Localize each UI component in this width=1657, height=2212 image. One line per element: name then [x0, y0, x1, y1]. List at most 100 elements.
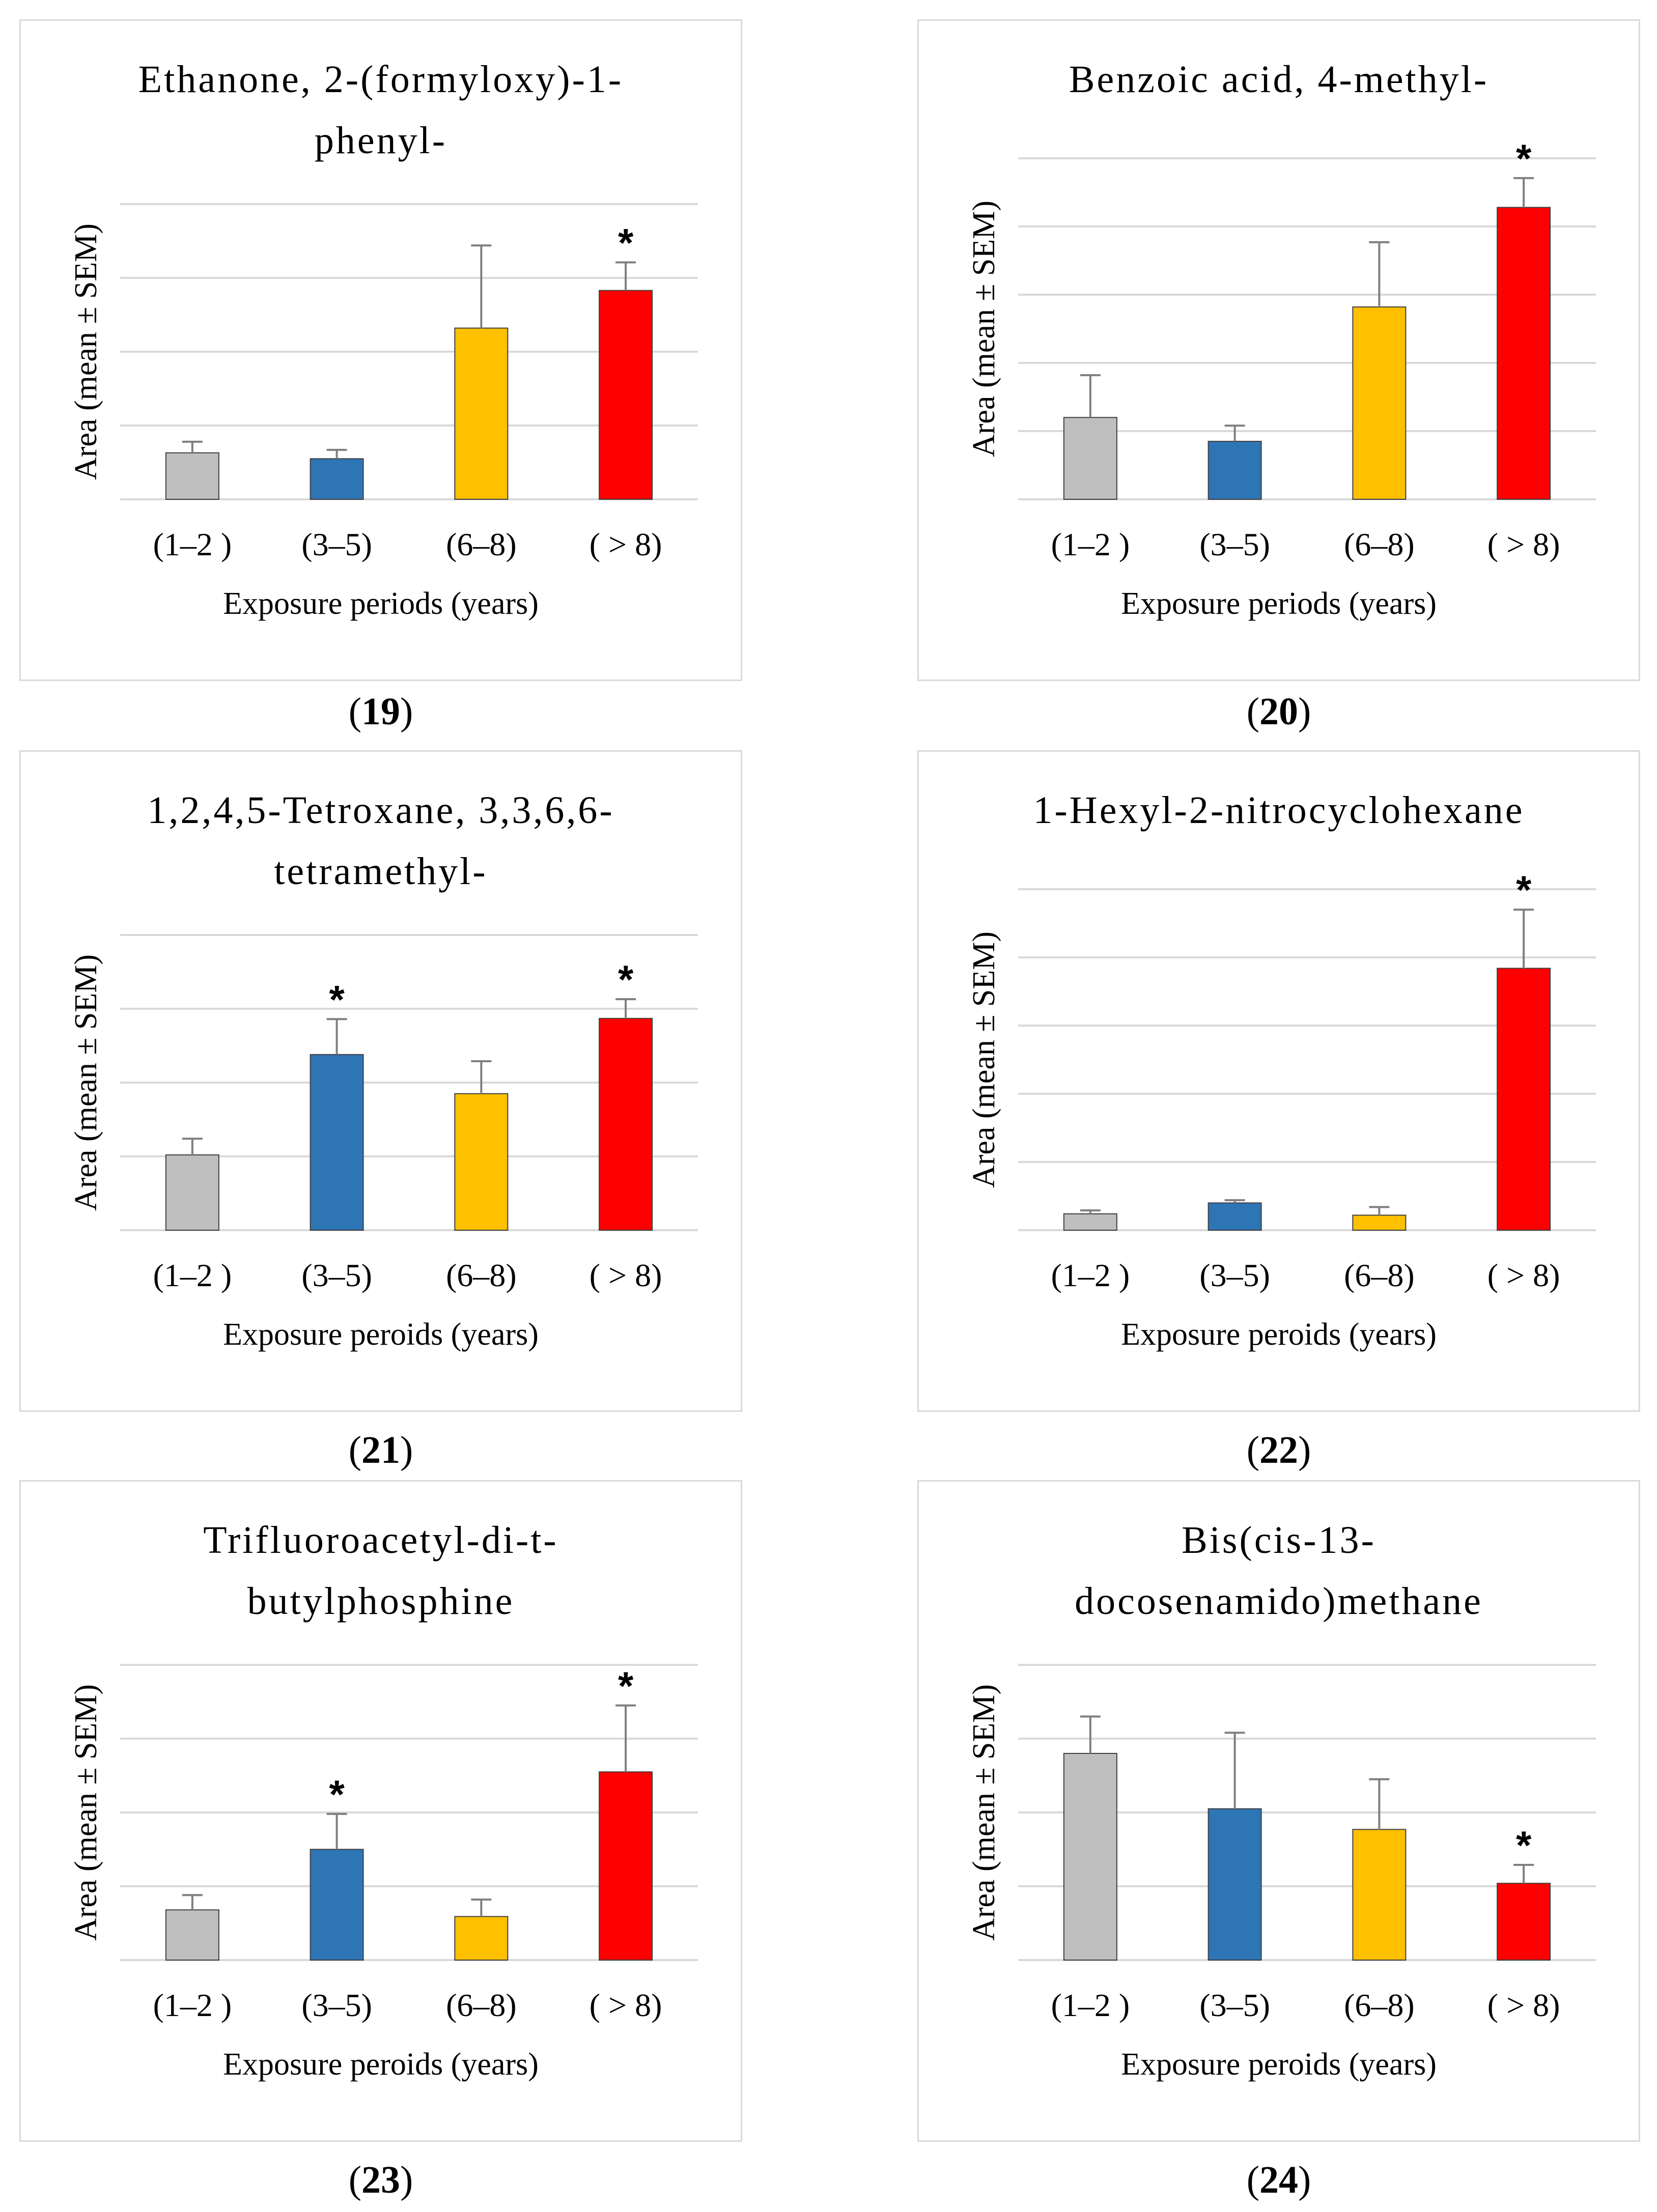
chart-title-line: Trifluoroacetyl-di-t-: [203, 1519, 558, 1562]
chart-title-line: Benzoic acid, 4-methyl-: [1069, 58, 1489, 101]
bar-3: [1352, 1829, 1407, 1961]
chart-panel-21: 1,2,4,5-Tetroxane, 3,3,6,6- tetramethyl- A…: [19, 750, 742, 1412]
caption-number: 21: [361, 1429, 400, 1471]
chart-title-line: Ethanone, 2-(formyloxy)-1-: [138, 58, 623, 101]
bar-3: [454, 1093, 509, 1231]
caption-20: (20): [1246, 690, 1311, 733]
caption-number: 20: [1259, 690, 1298, 733]
significance-star-4: *: [1516, 867, 1532, 912]
chart-title-line: 1,2,4,5-Tetroxane, 3,3,6,6-: [147, 789, 614, 832]
bar-2: [1207, 1808, 1262, 1961]
y-axis-label: Area (mean ± SEM): [69, 954, 103, 1211]
x-tick-label-4: ( > 8): [589, 1257, 662, 1293]
x-tick-label-4: ( > 8): [1487, 1257, 1560, 1293]
bar-2: [1207, 441, 1262, 500]
bar-2: [310, 1054, 364, 1231]
chart-svg-19: Ethanone, 2-(formyloxy)-1- phenyl- Area (m…: [69, 58, 698, 621]
significance-star-2: *: [329, 977, 345, 1022]
bar-3: [454, 327, 509, 500]
x-axis-label: Exposure peroids (years): [1121, 1317, 1437, 1352]
y-axis-label: Area (mean ± SEM): [967, 201, 1001, 457]
x-axis-label: Exposure periods (years): [223, 586, 539, 621]
x-tick-label-3: (6–8): [446, 526, 517, 562]
x-tick-label-1: (1–2 ): [1051, 1257, 1130, 1293]
bar-3: [454, 1916, 509, 1961]
significance-star-4: *: [618, 957, 634, 1002]
x-tick-label-2: (3–5): [301, 1987, 372, 2023]
bar-3: [1352, 1214, 1407, 1231]
chart-svg-22: 1-Hexyl-2-nitrocyclohexane Area (mean ± S…: [967, 789, 1596, 1352]
x-axis-label: Exposure periods (years): [1121, 586, 1437, 621]
x-tick-label-4: ( > 8): [1487, 1987, 1560, 2023]
caption-number: 19: [361, 690, 400, 733]
y-axis-label: Area (mean ± SEM): [69, 223, 103, 480]
chart-svg-24: Bis(cis-13- docosenamido)methane Area (mea…: [967, 1519, 1596, 2082]
caption-22: (22): [1246, 1429, 1311, 1471]
x-tick-label-1: (1–2 ): [1051, 526, 1130, 562]
bar-1: [165, 1909, 219, 1961]
y-axis-label: Area (mean ± SEM): [69, 1684, 103, 1941]
caption-23: (23): [348, 2159, 413, 2201]
caption-24: (24): [1246, 2159, 1311, 2201]
chart-panel-20: Benzoic acid, 4-methyl- Area (mean ± SEM)…: [917, 19, 1640, 681]
y-axis-label: Area (mean ± SEM): [967, 931, 1001, 1188]
y-axis-label: Area (mean ± SEM): [967, 1684, 1001, 1941]
x-axis-label: Exposure peroids (years): [223, 1317, 539, 1352]
x-tick-label-4: ( > 8): [1487, 526, 1560, 562]
x-tick-label-3: (6–8): [1344, 1257, 1415, 1293]
chart-svg-23: Trifluoroacetyl-di-t-butylphosphine Area …: [69, 1519, 698, 2082]
chart-panel-24: Bis(cis-13- docosenamido)methane Area (mea…: [917, 1480, 1640, 2142]
bar-4: [1497, 968, 1551, 1231]
x-axis-label: Exposure peroids (years): [223, 2047, 539, 2082]
chart-panel-23: Trifluoroacetyl-di-t-butylphosphine Area …: [19, 1480, 742, 2142]
chart-panel-19: Ethanone, 2-(formyloxy)-1- phenyl- Area (m…: [19, 19, 742, 681]
significance-star-4: *: [618, 220, 634, 265]
bar-3: [1352, 306, 1407, 500]
x-tick-label-1: (1–2 ): [153, 1987, 232, 2023]
bar-4: [1497, 207, 1551, 500]
bar-1: [165, 452, 219, 500]
x-tick-label-2: (3–5): [1199, 526, 1270, 562]
caption-19: (19): [348, 690, 413, 733]
x-axis-label: Exposure peroids (years): [1121, 2047, 1437, 2082]
bar-4: [599, 1771, 653, 1961]
caption-21: (21): [348, 1429, 413, 1471]
x-tick-label-3: (6–8): [446, 1257, 517, 1293]
chart-title-line: 1-Hexyl-2-nitrocyclohexane: [1033, 789, 1525, 832]
chart-panel-22: 1-Hexyl-2-nitrocyclohexane Area (mean ± S…: [917, 750, 1640, 1412]
chart-title-line: butylphosphine: [247, 1580, 515, 1623]
bar-4: [599, 290, 653, 500]
x-tick-label-3: (6–8): [446, 1987, 517, 2023]
x-tick-label-2: (3–5): [301, 526, 372, 562]
caption-number: 22: [1259, 1429, 1298, 1471]
significance-star-2: *: [329, 1772, 345, 1817]
x-tick-label-1: (1–2 ): [153, 1257, 232, 1293]
significance-star-4: *: [1516, 136, 1532, 181]
bar-1: [1063, 1213, 1117, 1231]
bar-1: [1063, 1753, 1117, 1961]
caption-number: 23: [361, 2159, 400, 2201]
bar-4: [1497, 1883, 1551, 1961]
chart-svg-21: 1,2,4,5-Tetroxane, 3,3,6,6- tetramethyl- A…: [69, 789, 698, 1352]
x-tick-label-2: (3–5): [301, 1257, 372, 1293]
x-tick-label-2: (3–5): [1199, 1987, 1270, 2023]
chart-title-line: Bis(cis-13-: [1182, 1519, 1376, 1562]
significance-star-4: *: [1516, 1823, 1532, 1867]
x-tick-label-4: ( > 8): [589, 1987, 662, 2023]
significance-star-4: *: [618, 1663, 634, 1708]
bar-1: [1063, 417, 1117, 500]
bar-2: [310, 1849, 364, 1961]
bar-2: [310, 458, 364, 500]
x-tick-label-1: (1–2 ): [1051, 1987, 1130, 2023]
x-tick-label-1: (1–2 ): [153, 526, 232, 562]
bar-4: [599, 1017, 653, 1231]
chart-title-line: docosenamido)methane: [1075, 1580, 1483, 1623]
x-tick-label-3: (6–8): [1344, 1987, 1415, 2023]
caption-number: 24: [1259, 2159, 1298, 2201]
bar-1: [165, 1154, 219, 1231]
chart-title-line: tetramethyl-: [274, 850, 487, 893]
chart-title-line: phenyl-: [315, 119, 447, 162]
chart-svg-20: Benzoic acid, 4-methyl- Area (mean ± SEM)…: [967, 58, 1596, 621]
bar-2: [1207, 1202, 1262, 1231]
x-tick-label-2: (3–5): [1199, 1257, 1270, 1293]
